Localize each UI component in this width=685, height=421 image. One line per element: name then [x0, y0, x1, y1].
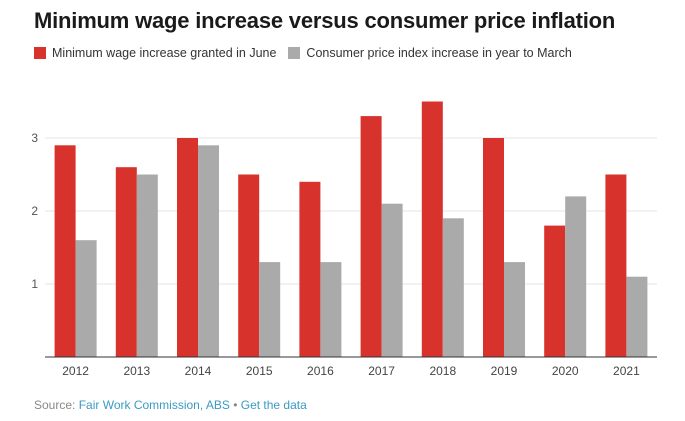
bars [54, 101, 648, 357]
legend-label-minimum-wage: Minimum wage increase granted in June [52, 46, 277, 60]
x-tick-label: 2019 [491, 364, 518, 378]
bar-minimum-wage-2020 [544, 225, 566, 357]
bar-minimum-wage-2018 [421, 101, 443, 357]
x-tick-label: 2018 [429, 364, 456, 378]
bar-cpi-2020 [565, 196, 587, 357]
x-tick-label: 2015 [246, 364, 273, 378]
y-tick-label: 2 [31, 204, 38, 218]
bar-cpi-2012 [75, 240, 97, 357]
x-tick-label: 2017 [368, 364, 395, 378]
legend-item-cpi: Consumer price index increase in year to… [288, 46, 572, 60]
x-tick-label: 2020 [552, 364, 579, 378]
legend-item-minimum-wage: Minimum wage increase granted in June [34, 46, 276, 60]
bar-minimum-wage-2021 [605, 174, 627, 357]
y-tick-label: 3 [31, 131, 38, 145]
bar-minimum-wage-2014 [177, 138, 198, 357]
x-tick-label: 2016 [307, 364, 334, 378]
legend-swatch-cpi [288, 47, 301, 59]
chart-legend: Minimum wage increase granted in June Co… [34, 46, 584, 60]
bar-cpi-2021 [626, 276, 648, 357]
axes: 1 2 3 2012 2013 2014 2015 2016 2017 2018 2019 2020 2… [31, 131, 657, 378]
bar-cpi-2014 [198, 145, 219, 357]
bar-minimum-wage-2019 [483, 138, 504, 357]
bar-cpi-2019 [504, 262, 525, 357]
bar-cpi-2017 [381, 203, 403, 357]
source-separator: • [229, 398, 241, 412]
bar-minimum-wage-2015 [238, 174, 260, 357]
source-link[interactable]: Fair Work Commission, ABS [78, 398, 230, 412]
legend-swatch-minimum-wage [34, 47, 46, 59]
x-tick-label: 2014 [185, 364, 212, 378]
bar-cpi-2013 [136, 174, 158, 357]
bar-cpi-2018 [442, 218, 464, 357]
chart-title: Minimum wage increase versus consumer pr… [34, 8, 616, 33]
x-tick-label: 2012 [62, 364, 89, 378]
bar-cpi-2015 [259, 262, 281, 357]
y-tick-label: 1 [31, 277, 38, 291]
x-tick-label: 2021 [613, 364, 640, 378]
get-the-data-link[interactable]: Get the data [240, 398, 307, 412]
bar-cpi-2016 [320, 262, 342, 357]
x-tick-label: 2013 [123, 364, 150, 378]
bar-minimum-wage-2012 [54, 145, 76, 357]
bar-minimum-wage-2017 [360, 116, 382, 357]
bar-minimum-wage-2013 [115, 167, 137, 357]
source-line: Source: Fair Work Commission, ABS • Get … [34, 398, 307, 412]
bar-minimum-wage-2016 [299, 181, 321, 357]
legend-label-cpi: Consumer price index increase in year to… [306, 46, 572, 60]
source-prefix: Source: [34, 398, 79, 412]
